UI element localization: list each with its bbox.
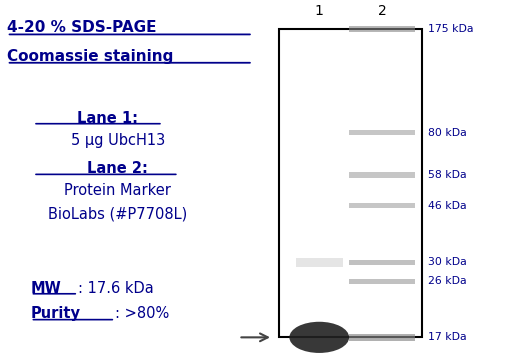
Text: : >80%: : >80% xyxy=(115,306,169,321)
Text: 58 kDa: 58 kDa xyxy=(428,170,467,180)
Text: Lane 2:: Lane 2: xyxy=(87,161,148,176)
Text: 2: 2 xyxy=(378,4,386,18)
Bar xyxy=(349,334,415,341)
Bar xyxy=(296,258,343,266)
Text: 175 kDa: 175 kDa xyxy=(428,24,474,34)
Bar xyxy=(349,260,415,265)
Text: Coomassie staining: Coomassie staining xyxy=(7,49,173,64)
Bar xyxy=(349,26,415,32)
Text: Lane 1:: Lane 1: xyxy=(77,111,138,126)
Text: 46 kDa: 46 kDa xyxy=(428,201,467,211)
Text: : 17.6 kDa: : 17.6 kDa xyxy=(78,281,154,296)
Text: Purity: Purity xyxy=(30,306,80,321)
Ellipse shape xyxy=(289,322,349,353)
Text: BioLabs (#P7708L): BioLabs (#P7708L) xyxy=(48,207,187,222)
Text: 17 kDa: 17 kDa xyxy=(428,332,467,342)
Text: 4-20 % SDS-PAGE: 4-20 % SDS-PAGE xyxy=(7,20,156,35)
Text: 30 kDa: 30 kDa xyxy=(428,257,467,267)
Text: MW: MW xyxy=(30,281,61,296)
Bar xyxy=(349,279,415,284)
Text: 1: 1 xyxy=(315,4,323,18)
Text: 26 kDa: 26 kDa xyxy=(428,276,467,286)
Bar xyxy=(349,172,415,178)
Bar xyxy=(349,203,415,208)
Bar xyxy=(279,29,422,337)
Bar xyxy=(349,130,415,135)
Text: Protein Marker: Protein Marker xyxy=(64,183,171,198)
Text: 80 kDa: 80 kDa xyxy=(428,127,467,138)
Text: 5 μg UbcH13: 5 μg UbcH13 xyxy=(71,132,165,148)
